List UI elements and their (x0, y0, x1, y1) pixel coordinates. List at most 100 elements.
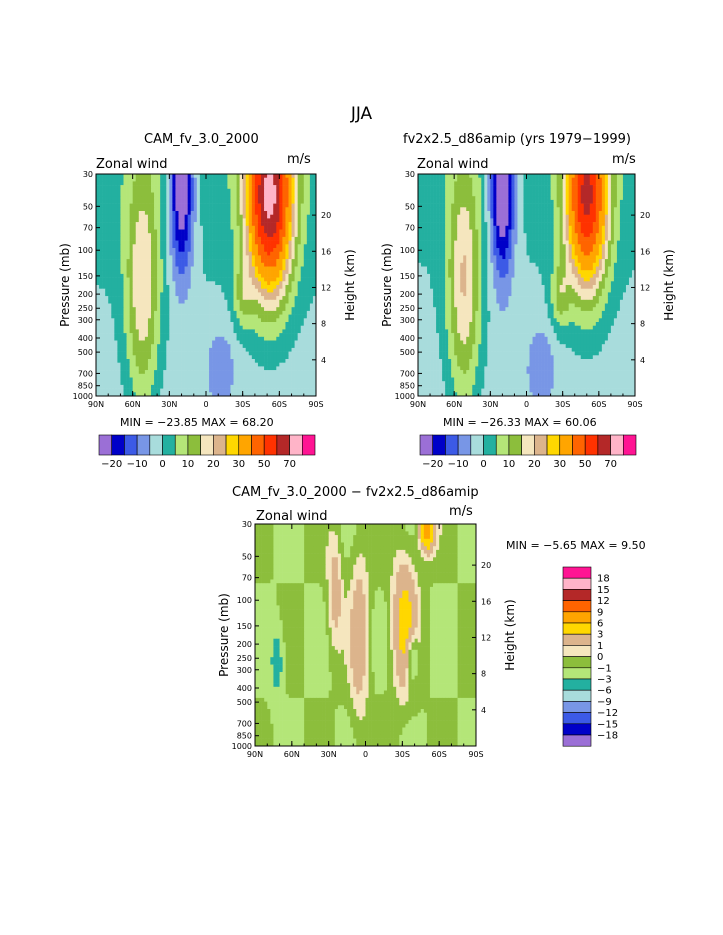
contour-cell (163, 392, 167, 397)
contour-cell (111, 214, 115, 219)
contour-cell (199, 236, 204, 241)
contour-cell (297, 248, 302, 252)
contour-cell (99, 310, 103, 315)
contour-cell (123, 344, 127, 349)
contour-cell (154, 285, 158, 289)
contour-cell (157, 292, 161, 297)
contour-cell (248, 181, 253, 186)
contour-cell (196, 255, 201, 260)
contour-cell (294, 325, 298, 330)
contour-cell (490, 196, 494, 201)
contour-cell (270, 296, 274, 301)
contour-cell (279, 314, 283, 319)
contour-cell (601, 199, 606, 204)
contour-cell (193, 259, 198, 264)
contour-cell (245, 211, 250, 215)
contour-cell (187, 359, 192, 363)
contour-cell (184, 259, 188, 264)
contour-cell (291, 259, 295, 264)
contour-cell (193, 270, 198, 275)
contour-cell (215, 196, 219, 201)
contour-cell (202, 351, 207, 356)
contour-cell (117, 218, 121, 223)
contour-cell (303, 322, 308, 326)
contour-cell (129, 185, 133, 190)
contour-cell (631, 188, 636, 193)
contour-cell (123, 318, 127, 323)
contour-cell (105, 255, 109, 260)
contour-cell (421, 185, 425, 190)
contour-cell (300, 340, 305, 345)
contour-cell (279, 388, 283, 393)
contour-cell (245, 388, 250, 393)
contour-cell (151, 218, 155, 223)
contour-cell (206, 303, 210, 308)
contour-cell (108, 359, 112, 363)
contour-cell (254, 266, 259, 271)
contour-cell (117, 355, 121, 360)
contour-cell (212, 359, 216, 363)
contour-cell (172, 362, 176, 367)
contour-cell (460, 177, 464, 182)
contour-cell (421, 199, 425, 204)
contour-cell (285, 288, 289, 293)
contour-cell (105, 262, 109, 267)
contour-cell (209, 229, 213, 234)
contour-cell (218, 251, 222, 256)
contour-cell (218, 233, 222, 238)
contour-cell (172, 211, 176, 215)
contour-cell (279, 240, 283, 245)
contour-cell (264, 373, 268, 378)
contour-cell (187, 351, 192, 356)
contour-cell (117, 181, 121, 186)
contour-cell (135, 281, 140, 286)
contour-cell (306, 310, 311, 315)
contour-cell (154, 222, 158, 227)
contour-cell (257, 248, 262, 252)
contour-cell (218, 370, 222, 375)
contour-cell (233, 347, 237, 352)
contour-cell (607, 196, 612, 201)
contour-cell (212, 251, 216, 256)
contour-cell (270, 277, 274, 282)
contour-cell (481, 196, 485, 201)
contour-cell (261, 392, 265, 397)
contour-cell (212, 255, 216, 260)
contour-cell (135, 218, 140, 223)
contour-cell (175, 366, 179, 371)
contour-cell (254, 273, 259, 278)
contour-cell (105, 351, 109, 356)
contour-cell (580, 181, 585, 186)
contour-cell (526, 185, 530, 190)
contour-cell (303, 299, 308, 304)
contour-cell (257, 322, 262, 326)
contour-cell (257, 314, 262, 319)
contour-cell (529, 192, 533, 197)
contour-cell (267, 336, 271, 341)
contour-cell (120, 229, 124, 234)
contour-cell (96, 236, 100, 241)
contour-cell (138, 203, 143, 208)
contour-cell (157, 355, 161, 360)
contour-cell (239, 255, 243, 260)
contour-cell (154, 318, 158, 323)
contour-cell (193, 384, 198, 389)
contour-cell (221, 188, 225, 193)
contour-cell (427, 188, 431, 193)
contour-cell (160, 248, 164, 252)
contour-cell (117, 188, 121, 193)
contour-cell (445, 174, 449, 178)
contour-cell (288, 384, 292, 389)
contour-cell (586, 174, 591, 178)
contour-cell (312, 362, 317, 367)
contour-cell (169, 322, 173, 326)
contour-cell (294, 296, 298, 301)
contour-cell (291, 347, 295, 352)
contour-cell (190, 381, 195, 386)
contour-cell (273, 303, 277, 308)
contour-cell (202, 370, 207, 375)
contour-cell (129, 259, 133, 264)
contour-cell (433, 174, 437, 178)
contour-cell (196, 285, 201, 289)
contour-cell (221, 233, 225, 238)
